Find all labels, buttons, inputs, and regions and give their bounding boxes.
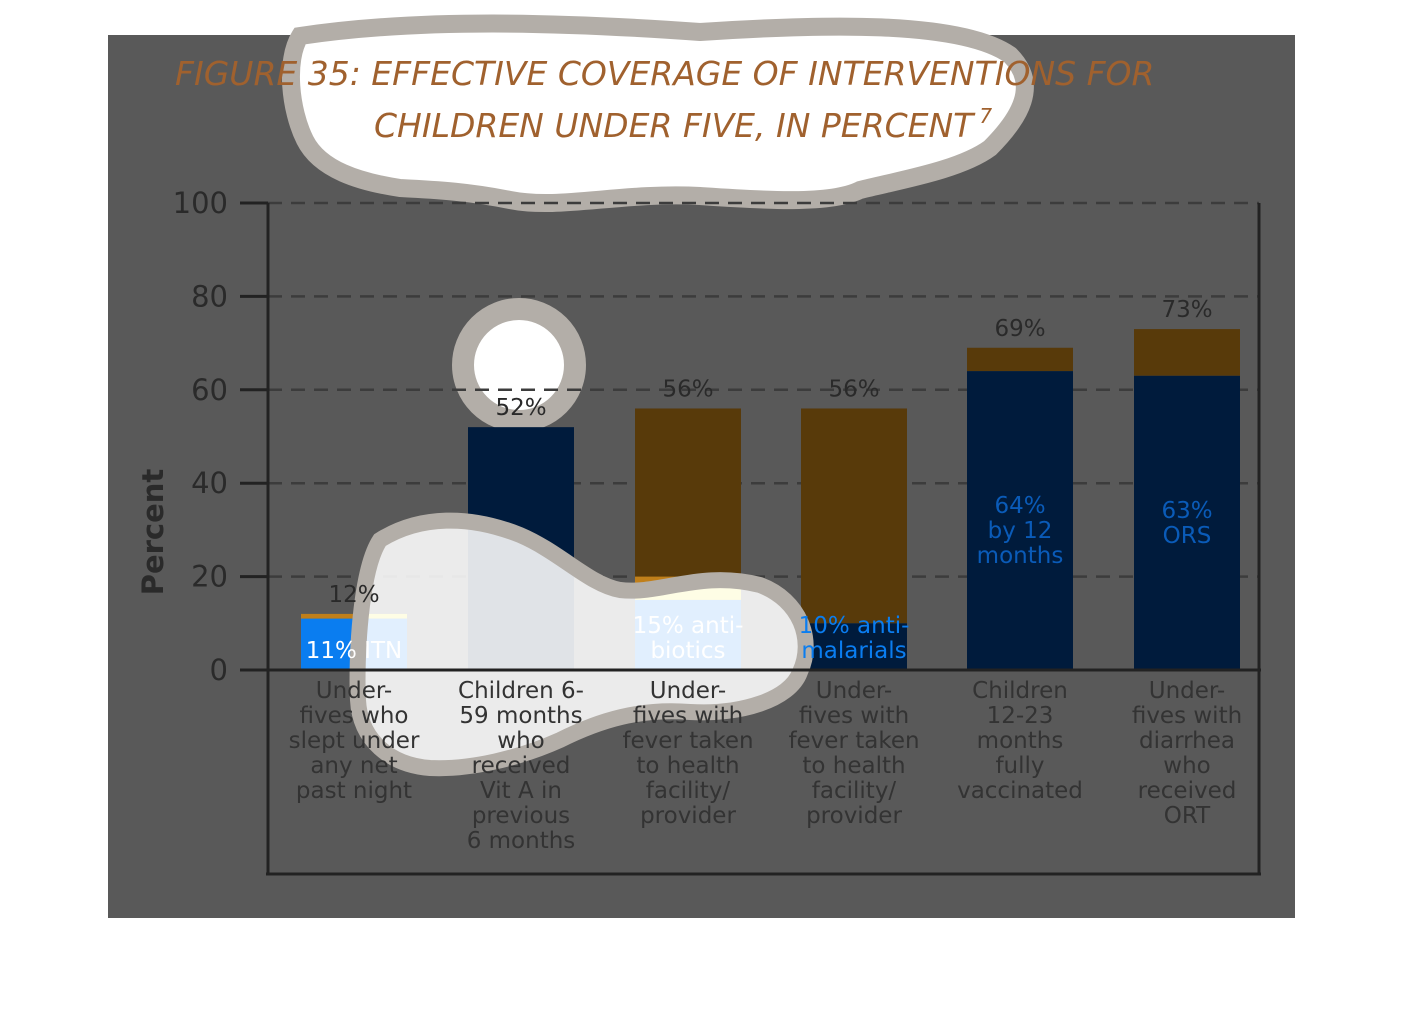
- bar-total-label: 12%: [328, 582, 379, 608]
- bar-effective-label: ORS: [1163, 523, 1212, 549]
- x-category-label: who: [497, 728, 544, 754]
- bar-highlight-band-edge: [301, 613, 360, 619]
- x-category-label: past night: [296, 778, 412, 804]
- bar-total-label: 73%: [1161, 297, 1212, 323]
- title-highlight-blob: [282, 14, 1034, 213]
- bar-effective-label: 64%: [994, 493, 1045, 519]
- bar-total-label: 56%: [828, 376, 879, 402]
- x-category-label: Under-: [316, 678, 392, 704]
- x-category-label: fives who: [299, 703, 408, 729]
- bar-effective-label: biotics: [650, 638, 725, 664]
- x-category-label: Vit A in: [480, 778, 562, 804]
- x-category-label: 12-23: [987, 703, 1054, 729]
- x-category-label: diarrhea: [1139, 728, 1235, 754]
- x-category-label: fever taken: [622, 728, 753, 754]
- x-category-label: 59 months: [459, 703, 582, 729]
- x-category-label: slept under: [289, 728, 420, 754]
- bar-effective-label: malarials: [801, 638, 906, 664]
- title-footnote-marker: 7: [979, 104, 992, 128]
- x-category-label: previous: [472, 803, 570, 829]
- x-category-label: Children 6-: [458, 678, 584, 704]
- bar-remainder-segment: [967, 347, 1073, 372]
- x-category-label: fives with: [633, 703, 743, 729]
- x-category-label: Under-: [1149, 678, 1225, 704]
- x-category-label: to health: [802, 753, 905, 779]
- bar-total-label: 56%: [662, 376, 713, 402]
- chart-title-line-2: CHILDREN UNDER FIVE, IN PERCENT 7: [374, 104, 992, 145]
- x-category-label: ORT: [1164, 803, 1211, 829]
- x-category-label: fives with: [1132, 703, 1242, 729]
- x-category-label: any net: [310, 753, 397, 779]
- x-category-label: months: [977, 728, 1064, 754]
- x-category-label: vaccinated: [957, 778, 1083, 804]
- bar-remainder-segment: [635, 408, 741, 600]
- x-category-label: Children: [972, 678, 1068, 704]
- bar-effective-segment: [801, 623, 907, 670]
- chart-title-line-1: FIGURE 35: EFFECTIVE COVERAGE OF INTERVE…: [175, 54, 1154, 93]
- x-category-label: Under-: [816, 678, 892, 704]
- bar-effective-label: months: [977, 543, 1064, 569]
- y-tick-label: 0: [210, 653, 228, 687]
- x-category-label: fully: [995, 753, 1044, 779]
- bar-total-label: 69%: [994, 316, 1045, 342]
- bar-effective-segment: [967, 371, 1073, 670]
- bar-effective-label: 15% anti-: [633, 613, 744, 639]
- y-tick-label: 60: [191, 373, 228, 407]
- y-axis-label: Percent: [136, 469, 170, 596]
- bar-effective-label: by 12: [988, 518, 1053, 544]
- x-category-label: 6 months: [467, 828, 576, 854]
- x-category-label: received: [1138, 778, 1237, 804]
- bar-effective-segment: [1134, 375, 1240, 670]
- x-category-label: fives with: [799, 703, 909, 729]
- x-category-label: facility/: [646, 778, 731, 804]
- label-highlight-circle: [452, 298, 586, 432]
- bar-effective-label: 10% anti-: [799, 613, 910, 639]
- bar-effective-label: 63%: [1161, 498, 1212, 524]
- bar-effective-label: 11% ITN: [306, 638, 402, 664]
- x-category-label: to health: [636, 753, 739, 779]
- x-category-label: provider: [806, 803, 902, 829]
- bottom-highlight-blob: [349, 512, 814, 777]
- chart-title-line-2-text: CHILDREN UNDER FIVE, IN PERCENT: [374, 106, 976, 145]
- y-tick-label: 100: [173, 186, 228, 220]
- bar-remainder-segment: [1134, 329, 1240, 376]
- x-category-label: facility/: [812, 778, 897, 804]
- bar-remainder-segment: [801, 408, 907, 624]
- bar-total-label: 52%: [495, 395, 546, 421]
- x-category-label: fever taken: [788, 728, 919, 754]
- x-category-label: provider: [640, 803, 736, 829]
- y-tick-label: 20: [191, 560, 228, 594]
- x-category-label: Under-: [650, 678, 726, 704]
- x-category-label: received: [472, 753, 571, 779]
- y-tick-label: 80: [191, 279, 228, 313]
- y-tick-label: 40: [191, 466, 228, 500]
- x-category-label: who: [1163, 753, 1210, 779]
